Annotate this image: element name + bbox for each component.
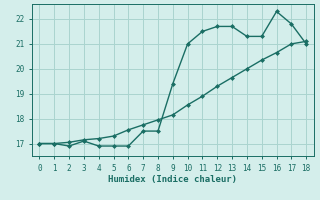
X-axis label: Humidex (Indice chaleur): Humidex (Indice chaleur) [108,175,237,184]
